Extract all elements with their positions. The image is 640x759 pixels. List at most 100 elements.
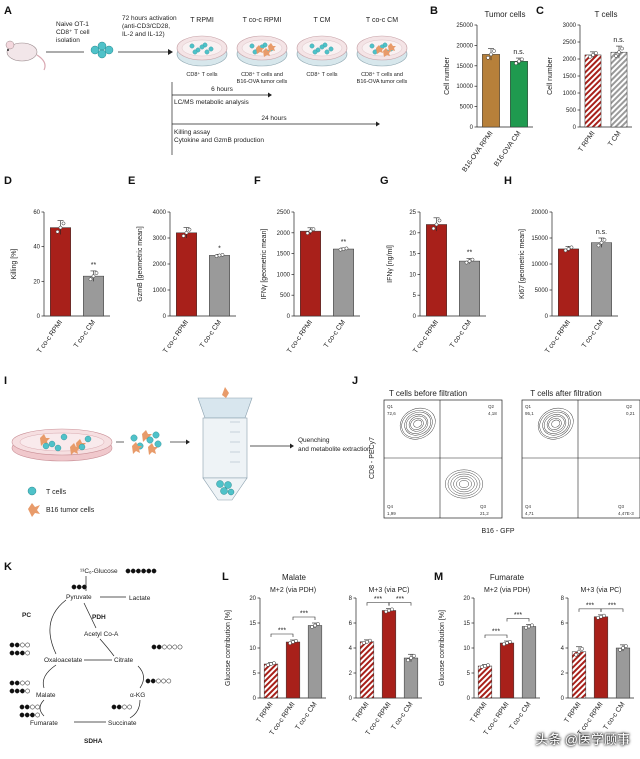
carbon-atom <box>125 568 131 574</box>
tcell <box>369 43 375 49</box>
tumor-cell <box>148 443 158 455</box>
data-point <box>434 222 439 227</box>
contour-ring <box>444 469 484 499</box>
pyruvate-carbons <box>71 584 87 590</box>
data-point <box>614 54 618 58</box>
data-point <box>437 218 442 223</box>
tumor-cell <box>388 43 396 52</box>
tcell <box>189 43 195 49</box>
flow-plot-before: Q1 72,6 Q2 4,18 Q4 1,99 Q3 21,2 <box>383 399 503 519</box>
bar-0 <box>426 224 447 317</box>
carbon-atom <box>71 584 77 590</box>
carbon-atom <box>30 704 35 710</box>
panel-letter-l: L <box>222 571 229 583</box>
glucose-label: ¹³C₆-Glucose <box>80 568 118 575</box>
y-tick-label: 2000 <box>153 262 167 268</box>
carbon-atom <box>166 678 172 684</box>
data-point <box>217 253 222 258</box>
watermark: 头条 @医学顾事 <box>535 732 630 747</box>
data-point <box>184 230 189 235</box>
tcell <box>54 444 62 452</box>
quench-label-1: Quenching <box>298 437 330 444</box>
x-tick-label: T RPMI <box>255 701 274 724</box>
carbon-atom <box>130 568 136 574</box>
y-tick-label: 3000 <box>563 23 577 29</box>
bar-0 <box>263 663 279 699</box>
significance-label: *** <box>300 611 308 618</box>
y-tick-label: 2 <box>349 671 353 677</box>
bar-2 <box>521 626 537 699</box>
y-tick-label: 20000 <box>531 210 548 216</box>
significance-bracket <box>270 633 294 637</box>
contour-ring <box>447 471 481 497</box>
bar-1 <box>459 260 480 317</box>
contour-ring <box>546 415 565 432</box>
contour-ring <box>413 419 423 428</box>
q4-label: Q4 <box>525 504 532 509</box>
legend-b16: B16 tumor cells <box>46 507 95 514</box>
lcms-label: LC/MS metabolic analysis <box>174 99 250 106</box>
chart-d: D 0 20 40 60 Killing [%] T co-c RPMI T co-c CM *… <box>4 175 110 355</box>
y-tick-label: 40 <box>33 245 40 251</box>
data-point <box>624 644 628 648</box>
tumor-cell <box>132 442 142 454</box>
carbon-atom <box>9 680 15 686</box>
fumarate-title: Fumarate <box>490 573 525 582</box>
x-tick-label: T co-c RPMI <box>412 319 440 355</box>
data-point <box>269 662 273 666</box>
dish-caption: CD8⁺ T cells and <box>241 71 283 78</box>
data-point <box>594 51 598 55</box>
significance-bracket <box>388 602 412 606</box>
data-point <box>61 221 66 226</box>
panel-letter-b: B <box>430 5 438 17</box>
q3-label: Q3 <box>618 504 625 509</box>
carbon-atom <box>35 704 40 710</box>
naive-label-2: CD8⁺ T cell <box>56 29 90 36</box>
carbon-atom <box>20 688 25 694</box>
pc-label: PC <box>22 612 31 619</box>
carbon-atom <box>136 568 141 574</box>
tcell <box>319 44 325 50</box>
flow-title-before: T cells before filtration <box>389 389 467 398</box>
data-point <box>599 240 604 245</box>
succinate-label: Succinate <box>108 720 137 727</box>
acetylcoa-label: Acetyl Co-A <box>84 631 119 638</box>
data-point <box>344 246 349 251</box>
arrow-fumarate-malate <box>39 699 45 717</box>
data-point <box>308 229 313 233</box>
contour-ring <box>450 473 478 495</box>
y-axis-label: Glucose contribution [%] <box>225 610 232 686</box>
q4-value: 4,71 <box>525 511 534 516</box>
bar-0 <box>176 232 197 317</box>
carbon-atom <box>76 584 82 590</box>
tcell <box>312 49 318 55</box>
data-point <box>505 641 509 645</box>
chart-c: C 0 500 1000 1500 2000 2500 3000 T cells Cell num… <box>536 5 632 153</box>
y-tick-label: 0 <box>545 314 549 320</box>
bar-1 <box>510 61 528 128</box>
naive-label-3: isolation <box>56 37 80 44</box>
arrow-citrate-akg <box>137 665 144 689</box>
y-tick-label: 0 <box>561 696 565 702</box>
glucose-carbons <box>125 568 157 574</box>
data-point <box>621 646 625 650</box>
y-tick-label: 0 <box>413 314 417 320</box>
chart-title: T cells <box>595 10 618 19</box>
x-tick-label: T co-c CM <box>294 701 318 731</box>
carbon-atom <box>24 712 30 718</box>
tumor-cell <box>70 443 80 455</box>
carbon-atom <box>146 568 152 574</box>
x-tick-label: T co-c CM <box>449 319 473 349</box>
data-point <box>412 653 416 658</box>
q4-value: 1,99 <box>387 511 396 516</box>
data-point <box>181 234 186 238</box>
data-point <box>266 663 270 667</box>
y-tick-label: 0 <box>287 314 291 320</box>
chart-title: M+3 (via PC) <box>580 587 621 594</box>
y-tick-label: 1000 <box>153 288 167 294</box>
data-point <box>291 640 295 644</box>
chart-title: M+2 (via PDH) <box>270 587 316 594</box>
data-point <box>409 656 413 660</box>
data-point <box>520 57 524 62</box>
carbon-atom <box>111 704 117 710</box>
